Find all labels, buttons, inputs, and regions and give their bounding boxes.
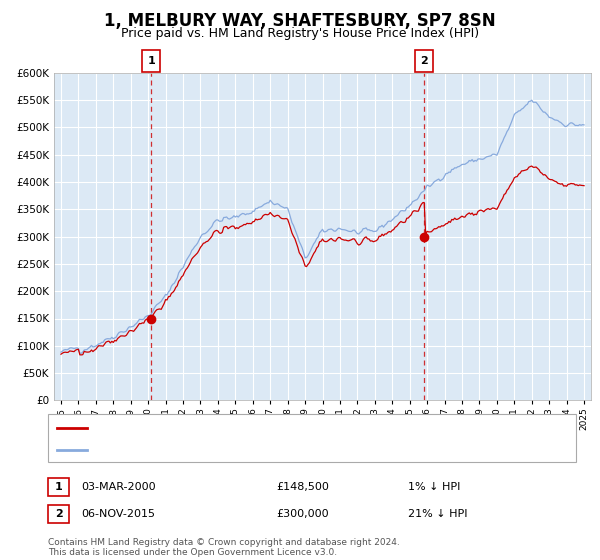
Text: 1: 1 [55,482,62,492]
Text: 06-NOV-2015: 06-NOV-2015 [81,509,155,519]
Text: £300,000: £300,000 [276,509,329,519]
Text: £148,500: £148,500 [276,482,329,492]
Text: 21% ↓ HPI: 21% ↓ HPI [408,509,467,519]
Text: 1, MELBURY WAY, SHAFTESBURY, SP7 8SN: 1, MELBURY WAY, SHAFTESBURY, SP7 8SN [104,12,496,30]
Text: 03-MAR-2000: 03-MAR-2000 [81,482,155,492]
Text: HPI: Average price, detached house, Dorset: HPI: Average price, detached house, Dors… [93,445,320,455]
Text: 1: 1 [147,56,155,66]
Text: 2: 2 [55,509,62,519]
Text: 1% ↓ HPI: 1% ↓ HPI [408,482,460,492]
Text: Contains HM Land Registry data © Crown copyright and database right 2024.
This d: Contains HM Land Registry data © Crown c… [48,538,400,557]
Text: 1, MELBURY WAY, SHAFTESBURY, SP7 8SN (detached house): 1, MELBURY WAY, SHAFTESBURY, SP7 8SN (de… [93,423,406,433]
Text: 2: 2 [421,56,428,66]
Text: Price paid vs. HM Land Registry's House Price Index (HPI): Price paid vs. HM Land Registry's House … [121,27,479,40]
